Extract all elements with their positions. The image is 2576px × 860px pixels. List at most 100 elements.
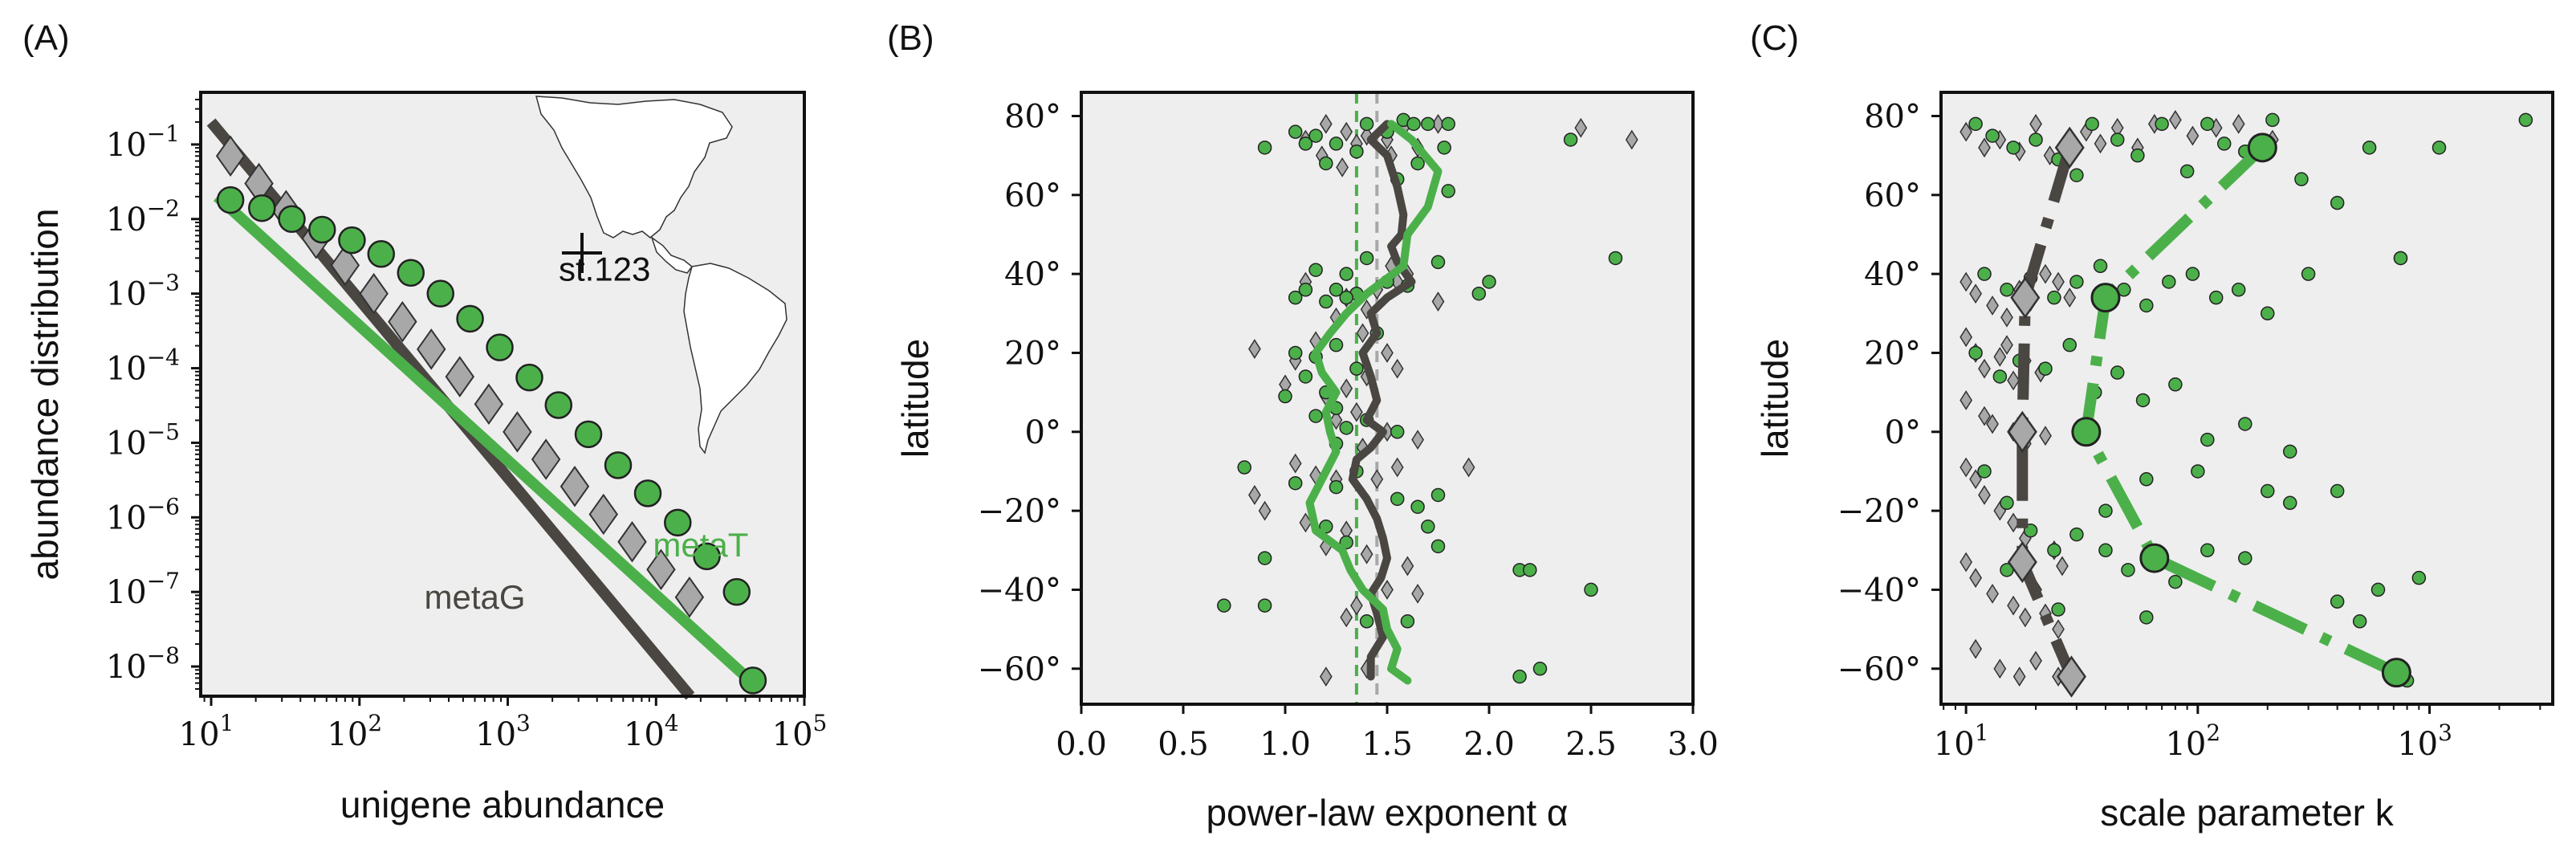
metaG-point <box>2056 556 2069 577</box>
xlabel-a: unigene abundance <box>340 784 665 825</box>
metaG-point <box>2007 370 2020 391</box>
metaT-point <box>1359 251 1374 266</box>
metaT-median-point <box>2090 283 2121 313</box>
metaT-point <box>2135 393 2151 408</box>
metaT-point <box>2330 195 2345 210</box>
ytick-label-c: 60° <box>1864 177 1921 214</box>
metaT-point <box>1319 294 1333 309</box>
metaG-point <box>2029 650 2042 671</box>
metaT-point <box>2062 337 2077 353</box>
metaT-point <box>1308 128 1323 143</box>
metaT-point <box>2362 141 2377 155</box>
metaG-point <box>1969 283 1982 304</box>
metaT-point <box>1349 144 1364 159</box>
metaG-point <box>1969 568 1982 589</box>
metaG-point <box>2094 133 2107 154</box>
metaT-point <box>1319 156 1333 171</box>
annotation-st.123: st.123 <box>559 250 650 287</box>
metaT-point <box>1339 290 1353 305</box>
metaT-point <box>1608 251 1623 266</box>
metaT-point <box>2265 112 2280 128</box>
metaT-point <box>1430 487 1446 503</box>
metaT-point <box>544 391 573 419</box>
xlabel-b: power-law exponent α <box>1206 792 1568 834</box>
central-america-shape <box>650 236 694 274</box>
ytick-label-b: 60° <box>1004 177 1061 214</box>
ytick-label-a: 10−1 <box>106 120 180 164</box>
metaT-point <box>2168 377 2183 392</box>
metaT-point <box>2130 148 2145 163</box>
metaT-point <box>456 304 484 333</box>
metaG-point <box>617 521 647 563</box>
metaG-point <box>560 466 590 507</box>
metaT-point <box>1298 283 1313 297</box>
metaG-point <box>1411 430 1424 450</box>
metaT-point <box>2110 132 2125 147</box>
metaG-point <box>1288 453 1302 474</box>
ylabel-a: abundance distribution <box>24 209 66 581</box>
metaG-point <box>1978 358 1991 379</box>
metaT-point <box>2200 543 2215 558</box>
metaT-point <box>2155 116 2169 132</box>
metaT-point <box>2069 527 2084 542</box>
xtick-label-a: 103 <box>475 710 531 753</box>
ytick-label-b: 40° <box>1004 256 1061 293</box>
axes-frame-c <box>1939 91 2554 706</box>
metaT-point <box>2047 543 2061 558</box>
metaT-point <box>2098 503 2113 518</box>
panel-label-c: (C) <box>1750 18 1799 58</box>
metaG-point <box>2168 110 2182 130</box>
metaT-point <box>1298 369 1313 384</box>
metaT-point <box>1278 389 1292 404</box>
metaG-point <box>1340 378 1353 399</box>
metaT-point <box>1968 116 1983 132</box>
metaG-point <box>1381 580 1394 600</box>
metaT-point <box>2238 551 2252 565</box>
metaT-point <box>1257 141 1272 155</box>
metaT-point <box>308 215 336 244</box>
metaT-point <box>1288 124 1303 139</box>
metaG-point <box>1258 500 1272 521</box>
metaG-point <box>646 548 676 590</box>
metaT-point <box>2000 495 2014 511</box>
metaT-point <box>1329 283 1344 297</box>
metaT-point <box>1430 539 1446 554</box>
metaT-point <box>338 226 366 255</box>
panel-a: 101 102 103 104 105 10−8 10−7 10−6 10−5 10−4 10−3 1… <box>24 91 827 825</box>
metaT-point <box>2261 306 2275 321</box>
metaT-point <box>248 194 276 222</box>
metaG-point <box>1336 157 1349 177</box>
metaT-points <box>216 185 767 695</box>
metaT-point <box>397 259 425 287</box>
metaT-point <box>1308 263 1323 277</box>
ytick-label-b: −20° <box>978 493 1061 530</box>
metaG-point <box>2000 307 2013 328</box>
metaT-point <box>693 542 721 571</box>
ytick-label-b: −60° <box>978 651 1061 688</box>
metaT-point <box>1217 598 1231 613</box>
metaT-point <box>2217 137 2232 151</box>
metaT-point <box>2000 283 2014 297</box>
metaG-point <box>2018 607 2032 628</box>
metaT-point <box>1968 345 1983 361</box>
metaT-point <box>2069 168 2084 182</box>
ytick-label-a: 10−3 <box>106 270 180 313</box>
metaT-point <box>216 185 245 214</box>
metaT-point <box>1977 464 1992 479</box>
metaT-fit-line <box>213 192 757 687</box>
metaT-point <box>2110 365 2125 380</box>
metaT-point <box>2093 259 2108 274</box>
metaT-point <box>2051 602 2065 617</box>
metaG-point <box>1390 358 1404 379</box>
metaT-point <box>2047 290 2061 305</box>
metaG-point <box>1319 666 1333 687</box>
inset-map <box>535 96 787 454</box>
plot-area-c <box>1941 92 2553 704</box>
metaT-point <box>1584 582 1598 597</box>
metaT-point <box>1441 116 1455 132</box>
metaG-point <box>2052 271 2065 292</box>
metaG-point <box>1978 137 1991 158</box>
annotation-metaT: metaT <box>653 526 748 564</box>
metaT-point <box>426 279 454 308</box>
metaT-point <box>2282 444 2297 459</box>
